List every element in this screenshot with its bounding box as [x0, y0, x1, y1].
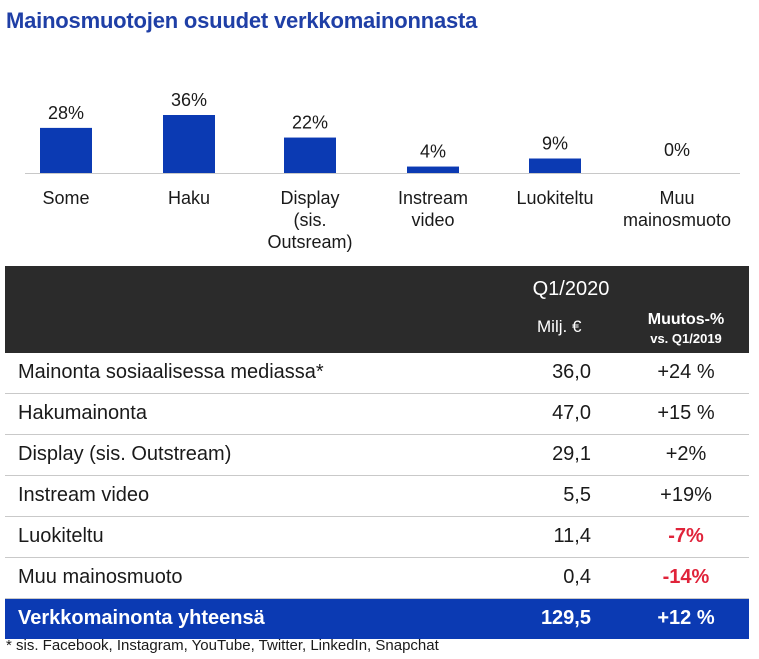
bar: [163, 115, 215, 173]
row-change: -14%: [662, 566, 710, 588]
table-row: Muu mainosmuoto 0,4 -14%: [5, 558, 749, 599]
row-label: Hakumainonta: [18, 402, 147, 424]
bar-value-label: 36%: [171, 90, 207, 110]
row-label: Instream video: [18, 484, 150, 506]
category-label: Instream video: [368, 187, 498, 231]
category-label: Some: [1, 187, 131, 209]
category-label-line: mainosmuoto: [622, 210, 732, 230]
row-value: 29,1: [552, 443, 591, 465]
total-label: Verkkomainonta yhteensä: [18, 607, 265, 629]
footnote: * sis. Facebook, Instagram, YouTube, Twi…: [6, 637, 439, 654]
data-table: Q1/2020 Milj. € Muutos-% vs. Q1/2019 Mai…: [5, 266, 749, 639]
total-change: +12 %: [657, 607, 715, 629]
row-value: 36,0: [552, 361, 591, 383]
table-row: Mainonta sosiaalisessa mediassa* 36,0 +24 …: [5, 353, 749, 394]
row-label: Muu mainosmuoto: [18, 566, 183, 588]
total-value: 129,5: [540, 607, 591, 629]
row-change: +19%: [660, 484, 712, 506]
table-header: Q1/2020 Milj. € Muutos-% vs. Q1/2019: [5, 266, 749, 353]
row-label: Mainonta sosiaalisessa mediassa*: [18, 361, 324, 383]
table-row: Instream video 5,5 +19%: [5, 476, 749, 517]
row-label: Luokiteltu: [18, 525, 104, 547]
bar: [40, 127, 92, 173]
bar-value-label: 28%: [48, 103, 84, 123]
category-label-line: Display: [280, 188, 340, 208]
bar: [529, 158, 581, 173]
header-change-line2: vs. Q1/2019: [650, 331, 722, 346]
category-label: Luokiteltu: [490, 187, 620, 209]
bar-value-label: 9%: [542, 134, 568, 154]
category-label-line: Haku: [167, 188, 211, 208]
category-label-line: (sis.: [293, 210, 327, 230]
bar: [284, 137, 336, 173]
table-total-row: Verkkomainonta yhteensä 129,5 +12 %: [5, 599, 749, 639]
category-label-line: Some: [42, 188, 90, 208]
row-value: 5,5: [563, 484, 591, 506]
category-label-line: video: [411, 210, 455, 230]
header-change-line1: Muutos-%: [647, 311, 725, 328]
table-row: Hakumainonta 47,0 +15 %: [5, 394, 749, 435]
bar-value-label: 4%: [420, 142, 446, 162]
row-change: +24 %: [657, 361, 715, 383]
row-change: +15 %: [657, 402, 715, 424]
header-change-column: Muutos-% vs. Q1/2019: [625, 311, 747, 346]
category-label-line: Outsream): [267, 232, 353, 252]
row-label: Display (sis. Outstream): [18, 443, 232, 465]
category-label: Haku: [124, 187, 254, 209]
category-label: Display (sis. Outsream): [245, 187, 375, 253]
chart-title: Mainosmuotojen osuudet verkkomainonnasta: [6, 8, 478, 33]
category-label-line: Instream: [397, 188, 469, 208]
table-row: Luokiteltu 11,4 -7%: [5, 517, 749, 558]
bar-chart: 28% 36% 22% 4% 9% 0%: [25, 90, 740, 174]
row-change: +2%: [665, 443, 707, 465]
bar-value-label: 22%: [292, 113, 328, 133]
table-row: Display (sis. Outstream) 29,1 +2%: [5, 435, 749, 476]
bar-value-label: 0%: [664, 140, 690, 160]
row-value: 11,4: [553, 525, 591, 547]
row-value: 0,4: [563, 566, 591, 588]
row-change: -7%: [668, 525, 704, 547]
bar: [407, 166, 459, 173]
category-label-line: Muu: [659, 188, 695, 208]
row-value: 47,0: [552, 402, 591, 424]
header-value-column: Milj. €: [537, 317, 582, 336]
category-label-line: Luokiteltu: [516, 188, 594, 208]
header-period: Q1/2020: [532, 278, 610, 300]
category-label: Muu mainosmuoto: [612, 187, 742, 231]
